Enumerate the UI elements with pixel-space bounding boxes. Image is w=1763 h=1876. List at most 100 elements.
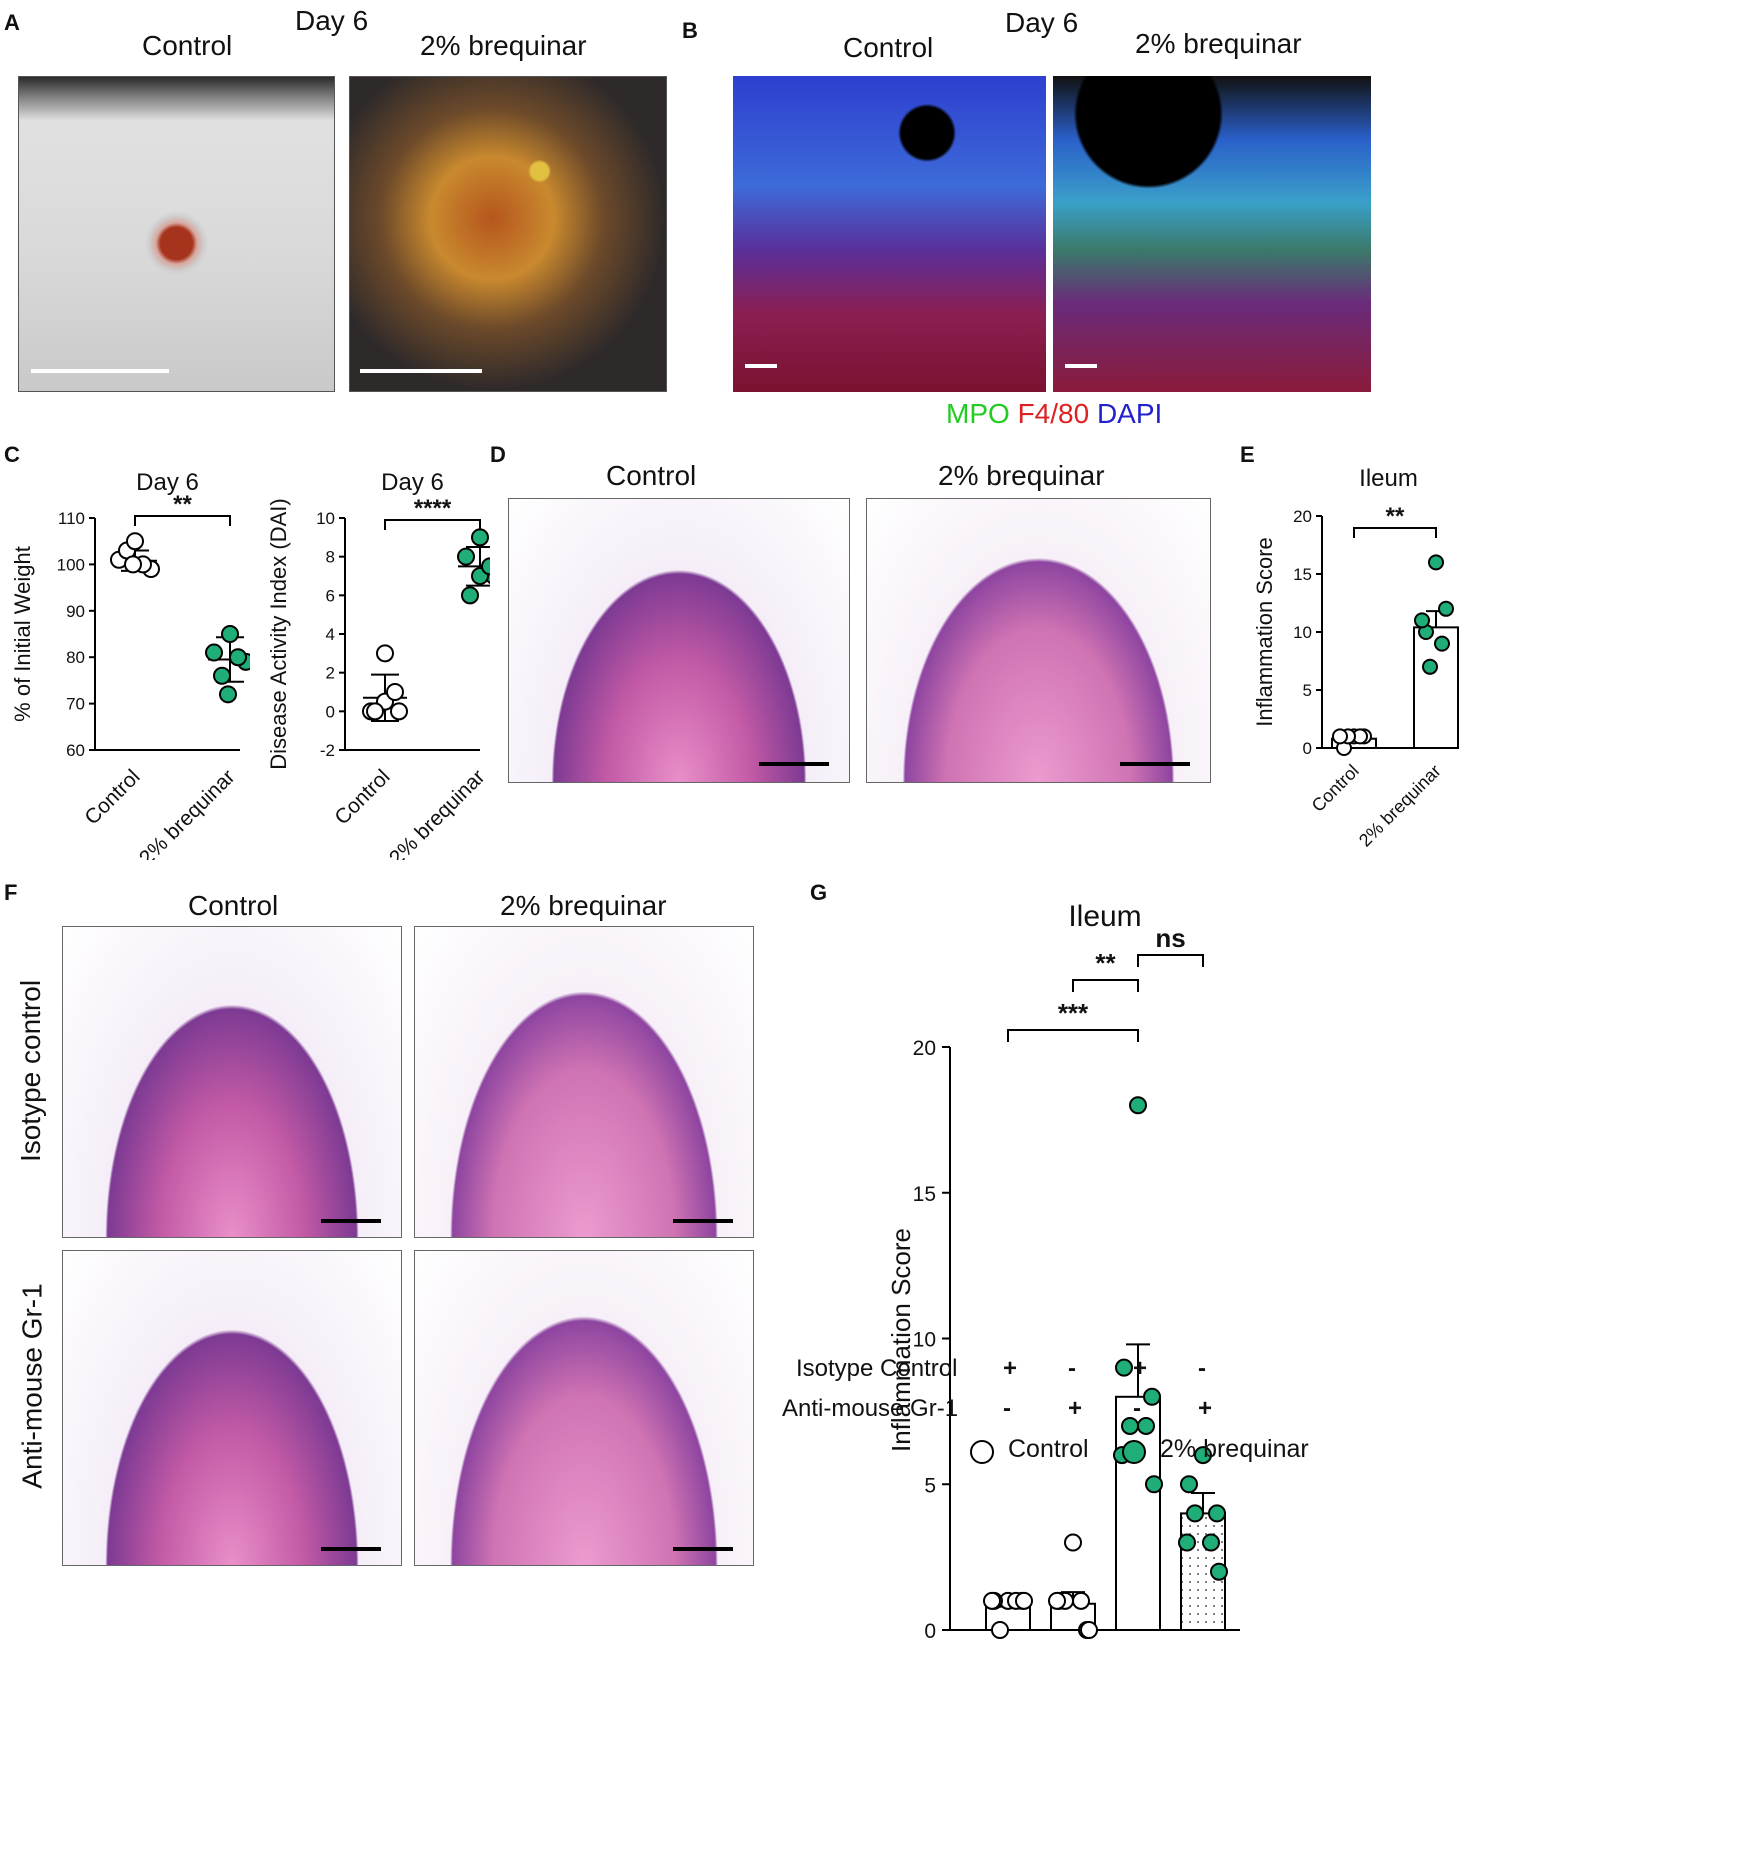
y-axis-label: Inflammation Score xyxy=(1252,537,1277,727)
y-tick-label: 110 xyxy=(58,509,85,528)
panel-d-control-title: Control xyxy=(606,460,697,491)
g-anti-sign-2: + xyxy=(1068,1395,1083,1422)
panel-label-a: A xyxy=(4,10,20,35)
data-point xyxy=(124,555,142,574)
y-tick-label: 0 xyxy=(924,1620,936,1643)
g-anti-sign-4: + xyxy=(1198,1395,1213,1422)
data-point xyxy=(366,702,384,721)
data-point xyxy=(983,1591,1001,1610)
panel-label-b: B xyxy=(682,18,698,43)
data-point xyxy=(376,644,394,663)
data-point xyxy=(390,702,408,721)
data-point xyxy=(205,643,223,662)
data-point xyxy=(1202,1533,1220,1552)
scale-bar xyxy=(1065,364,1097,368)
significance-label: ** xyxy=(1095,948,1116,978)
data-point xyxy=(1115,1358,1133,1377)
data-point xyxy=(1428,554,1444,571)
panel-f-row-isotype: Isotype control xyxy=(15,979,47,1163)
panel-d-treated-he xyxy=(866,498,1211,783)
data-point xyxy=(126,532,144,551)
g-isotype-sign-3: + xyxy=(1133,1355,1148,1382)
data-point xyxy=(991,1621,1009,1639)
g-anti-sign-1: - xyxy=(1003,1395,1011,1422)
data-point xyxy=(1178,1533,1196,1552)
data-point xyxy=(1208,1504,1226,1523)
y-tick-label: 5 xyxy=(1303,681,1312,700)
g-row-anti-label: Anti-mouse Gr-1 xyxy=(782,1395,959,1422)
panel-b-treated-image xyxy=(1053,76,1371,392)
g-isotype-sign-2: - xyxy=(1068,1355,1076,1382)
stain-dapi: DAPI xyxy=(1096,398,1163,429)
data-point xyxy=(1194,1446,1212,1465)
data-point xyxy=(1422,658,1438,675)
data-point xyxy=(1180,1475,1198,1494)
panel-f-col-treated: 2% brequinar xyxy=(500,890,667,921)
data-point xyxy=(1210,1562,1228,1581)
data-point xyxy=(213,666,231,685)
y-axis-label: Disease Activity Index (DAI) xyxy=(266,498,291,769)
y-tick-label: 0 xyxy=(1303,739,1312,758)
panel-label-f: F xyxy=(4,880,18,905)
data-point xyxy=(1143,1387,1161,1406)
scale-bar xyxy=(360,369,482,373)
panel-label-g: G xyxy=(810,880,828,905)
panel-f-isotype-treated-he xyxy=(414,926,754,1238)
panel-label-d: D xyxy=(490,442,506,467)
significance-bracket xyxy=(384,519,481,530)
data-point xyxy=(1186,1504,1204,1523)
panel-label-c: C xyxy=(4,442,20,467)
stain-mpo: MPO xyxy=(946,398,1010,429)
scale-bar xyxy=(673,1547,733,1551)
chart-title: Day 6 xyxy=(381,469,444,496)
panel-f-row-anti: Anti-mouse Gr-1 xyxy=(16,1283,48,1489)
panel-f-anti-control-he xyxy=(62,1250,402,1566)
y-tick-label: 15 xyxy=(913,1183,936,1206)
x-tick-label: 2% brequinar xyxy=(1355,761,1445,851)
g-isotype-sign-4: - xyxy=(1198,1355,1206,1382)
y-axis-label: Inflammation Score xyxy=(886,1228,916,1452)
chart-c-weight: 60 70 80 90 100 110 Day 6 % of Initial Weight Co… xyxy=(10,469,250,860)
panel-a-control-photo xyxy=(18,76,335,392)
significance-bracket xyxy=(1137,954,1204,967)
scale-bar xyxy=(31,369,169,373)
panel-b-control-image xyxy=(733,76,1046,392)
significance-bracket xyxy=(1072,979,1139,992)
y-tick-label: 5 xyxy=(924,1474,936,1497)
panel-f-isotype-control-he xyxy=(62,926,402,1238)
chart-title: Ileum xyxy=(1359,465,1418,492)
x-tick-label: 2% brequinar xyxy=(385,765,490,860)
g-anti-sign-3: - xyxy=(1133,1395,1141,1422)
data-point xyxy=(219,685,237,704)
data-point xyxy=(461,586,479,605)
y-tick-label: 20 xyxy=(1293,507,1312,526)
y-tick-label: 8 xyxy=(326,548,335,567)
g-isotype-sign-1: + xyxy=(1003,1355,1018,1382)
data-point xyxy=(1129,1096,1147,1115)
panel-a-control-title: Control xyxy=(142,30,233,61)
data-point xyxy=(481,557,490,576)
y-tick-label: 4 xyxy=(326,625,335,644)
bar xyxy=(1115,1395,1161,1631)
data-point xyxy=(1048,1591,1066,1610)
y-tick-label: 80 xyxy=(66,648,85,667)
y-tick-label: 10 xyxy=(1293,623,1312,642)
y-tick-label: 60 xyxy=(66,741,85,760)
legend-treated-marker xyxy=(1122,1440,1146,1464)
chart-title: Day 6 xyxy=(136,469,199,496)
significance-label: *** xyxy=(1058,998,1089,1028)
y-axis-label: % of Initial Weight xyxy=(10,546,35,722)
panel-d-treated-title: 2% brequinar xyxy=(938,460,1105,491)
scale-bar xyxy=(759,762,829,766)
stain-f480: F4/80 xyxy=(1017,398,1090,429)
g-row-isotype-label: Isotype Control xyxy=(796,1355,958,1382)
legend-treated-label: 2% brequinar xyxy=(1160,1435,1309,1463)
data-point xyxy=(1015,1591,1033,1610)
panel-f-col-control: Control xyxy=(188,890,279,921)
panel-a-treated-photo xyxy=(349,76,667,392)
data-point xyxy=(1064,1533,1082,1552)
data-point xyxy=(386,683,404,701)
data-point xyxy=(1080,1621,1098,1639)
panel-a-day: Day 6 xyxy=(295,5,369,36)
scale-bar xyxy=(321,1219,381,1223)
